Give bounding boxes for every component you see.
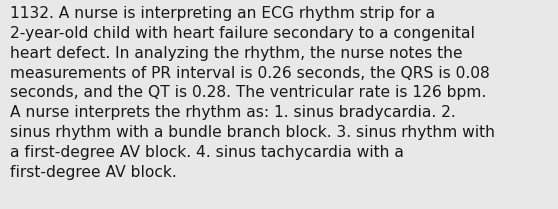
Text: 1132. A nurse is interpreting an ECG rhythm strip for a
2-year-old child with he: 1132. A nurse is interpreting an ECG rhy… — [10, 6, 495, 180]
